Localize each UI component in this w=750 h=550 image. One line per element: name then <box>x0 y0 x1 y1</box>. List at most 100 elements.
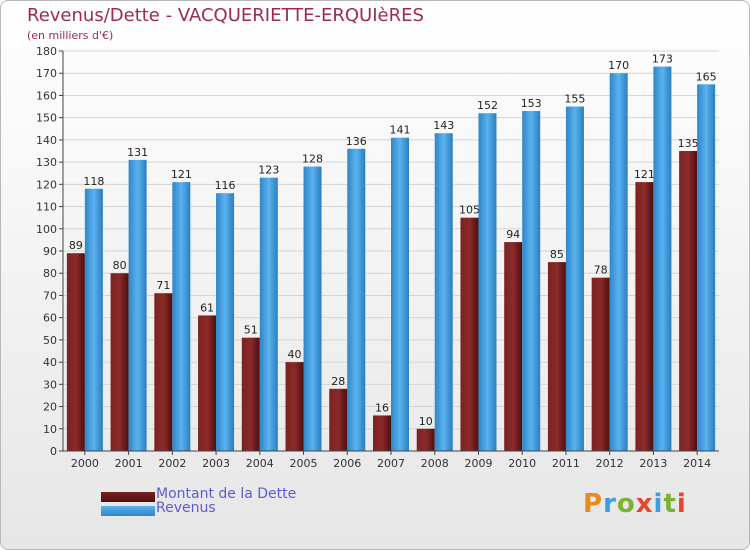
bar-dette <box>635 182 654 451</box>
bar-dette <box>66 253 85 451</box>
data-label-revenus: 165 <box>696 70 717 83</box>
bar-dette <box>154 293 173 451</box>
data-label-dette: 80 <box>113 259 127 272</box>
data-label-dette: 71 <box>156 279 170 292</box>
data-label-revenus: 143 <box>433 119 454 132</box>
chart-title: Revenus/Dette - VACQUERIETTE-ERQUIèRES <box>27 5 424 26</box>
data-label-revenus: 152 <box>477 99 498 112</box>
data-label-revenus: 116 <box>215 179 236 192</box>
y-tick-label: 140 <box>36 134 57 147</box>
data-label-dette: 10 <box>419 415 433 428</box>
y-tick-label: 100 <box>36 223 57 236</box>
y-tick-label: 30 <box>43 378 57 391</box>
bar-revenus <box>697 84 716 451</box>
bar-revenus <box>347 148 366 451</box>
bar-dette <box>110 273 129 451</box>
data-label-dette: 16 <box>375 401 389 414</box>
bar-revenus <box>259 177 278 451</box>
bar-revenus <box>391 137 409 451</box>
bar-revenus <box>128 159 147 451</box>
data-label-dette: 40 <box>288 348 302 361</box>
bars: 89 118 80 131 71 121 61 116 51 123 40 128 28 136 16 141… <box>66 53 717 452</box>
x-tick-label: 2005 <box>290 457 318 470</box>
y-axis: 0 10 20 30 40 50 60 70 80 90 100 110 120 130 140 150 160… <box>36 45 64 458</box>
data-label-dette: 61 <box>200 301 214 314</box>
data-label-revenus: 173 <box>652 53 673 66</box>
logo-letter: i <box>653 489 664 519</box>
bar-dette <box>591 277 610 451</box>
bar-dette <box>460 217 479 451</box>
x-tick-label: 2000 <box>71 457 99 470</box>
y-tick-label: 170 <box>36 67 57 80</box>
y-tick-label: 0 <box>50 445 57 458</box>
data-label-revenus: 121 <box>171 168 192 181</box>
y-tick-label: 20 <box>43 401 57 414</box>
bar-revenus <box>653 66 672 452</box>
y-tick-label: 110 <box>36 201 57 214</box>
logo-letter: r <box>603 489 617 519</box>
legend-label-revenus: Revenus <box>156 500 216 516</box>
bar-revenus <box>172 182 191 451</box>
data-label-revenus: 153 <box>521 97 542 110</box>
logo-letter: P <box>583 489 604 519</box>
bar-dette <box>241 337 260 451</box>
x-tick-label: 2003 <box>202 457 230 470</box>
data-label-dette: 85 <box>550 248 564 261</box>
data-label-revenus: 170 <box>608 59 629 72</box>
data-label-revenus: 141 <box>390 124 411 137</box>
data-label-dette: 94 <box>506 228 520 241</box>
x-tick-label: 2001 <box>115 457 143 470</box>
y-tick-label: 160 <box>36 89 57 102</box>
bar-revenus <box>565 106 584 452</box>
y-tick-label: 40 <box>43 356 57 369</box>
data-label-dette: 78 <box>594 264 608 277</box>
y-tick-label: 70 <box>43 289 57 302</box>
logo-letter: x <box>635 489 654 519</box>
y-tick-label: 10 <box>43 423 57 436</box>
bar-dette <box>373 415 391 451</box>
x-tick-label: 2011 <box>552 457 580 470</box>
data-label-dette: 28 <box>331 375 345 388</box>
logo-letter: i <box>676 489 687 519</box>
logo-letter: o <box>616 489 636 519</box>
bar-revenus <box>522 111 541 451</box>
y-tick-label: 80 <box>43 267 57 280</box>
y-tick-label: 150 <box>36 112 57 125</box>
data-label-dette: 89 <box>69 239 83 252</box>
data-label-revenus: 136 <box>346 135 367 148</box>
legend-swatch-revenus <box>101 506 155 516</box>
x-tick-label: 2014 <box>683 457 711 470</box>
bar-revenus <box>216 193 235 451</box>
y-tick-label: 90 <box>43 245 57 258</box>
legend-swatch-dette <box>101 492 155 502</box>
bar-dette <box>679 151 698 451</box>
legend-label-dette: Montant de la Dette <box>156 486 297 502</box>
data-label-dette: 51 <box>244 324 258 337</box>
y-tick-label: 120 <box>36 178 57 191</box>
data-label-revenus: 128 <box>302 153 323 166</box>
logo-letter: t <box>663 489 677 519</box>
y-tick-label: 60 <box>43 312 57 325</box>
x-tick-label: 2012 <box>596 457 624 470</box>
x-tick-label: 2004 <box>246 457 274 470</box>
proxiti-logo: Proxiti <box>583 489 687 519</box>
data-label-dette: 121 <box>634 168 655 181</box>
y-tick-label: 50 <box>43 334 57 347</box>
data-label-revenus: 131 <box>127 146 148 159</box>
bar-dette <box>198 315 217 451</box>
bar-revenus <box>434 133 453 451</box>
bar-revenus <box>303 166 322 452</box>
y-tick-label: 130 <box>36 156 57 169</box>
x-axis: 2000 2001 2002 2003 2004 2005 2006 2007 2008 2009… <box>63 450 719 470</box>
bar-dette <box>547 262 566 451</box>
x-tick-label: 2008 <box>421 457 449 470</box>
data-label-revenus: 118 <box>83 175 104 188</box>
x-tick-label: 2006 <box>333 457 361 470</box>
x-tick-label: 2002 <box>158 457 186 470</box>
data-label-revenus: 155 <box>564 93 585 106</box>
bar-dette <box>504 242 523 451</box>
x-tick-label: 2010 <box>508 457 536 470</box>
x-tick-label: 2007 <box>377 457 405 470</box>
bar-dette <box>416 428 435 451</box>
